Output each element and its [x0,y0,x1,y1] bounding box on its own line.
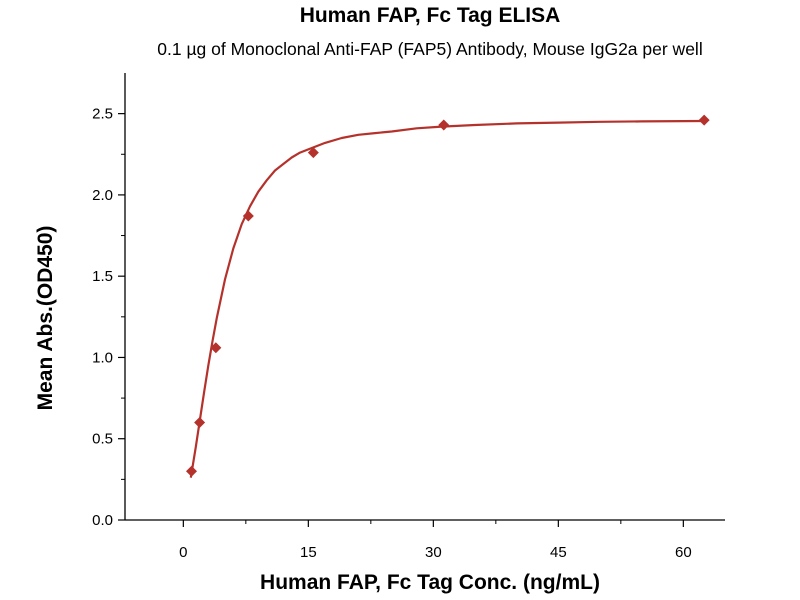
chart-title: Human FAP, Fc Tag ELISA [300,4,561,27]
data-point [194,416,206,428]
chart-subtitle: 0.1 µg of Monoclonal Anti-FAP (FAP5) Ant… [157,39,702,59]
y-tick-label: 2.0 [92,187,113,204]
data-point [307,147,319,159]
data-point [438,119,450,131]
x-tick-label: 15 [300,544,317,561]
x-tick-label: 45 [550,544,567,561]
y-axis-label: Mean Abs.(OD450) [34,226,57,411]
data-point [698,114,710,126]
x-axis-label: Human FAP, Fc Tag Conc. (ng/mL) [260,571,600,594]
data-point [242,210,254,222]
y-tick-label: 0.0 [92,512,113,529]
x-tick-label: 30 [425,544,442,561]
y-tick-label: 1.0 [92,349,113,366]
data-point [210,342,222,354]
data-point [186,465,197,477]
y-tick-label: 2.5 [92,106,113,123]
y-tick-label: 0.5 [92,431,113,448]
x-tick-label: 0 [179,544,187,561]
y-tick-label: 1.5 [92,268,113,285]
x-tick-label: 60 [675,544,692,561]
fit-curve-line [189,119,705,478]
plot-area: 0 15 30 45 60 0.0 0.5 1.0 1.5 2.0 2.5 [92,73,725,561]
